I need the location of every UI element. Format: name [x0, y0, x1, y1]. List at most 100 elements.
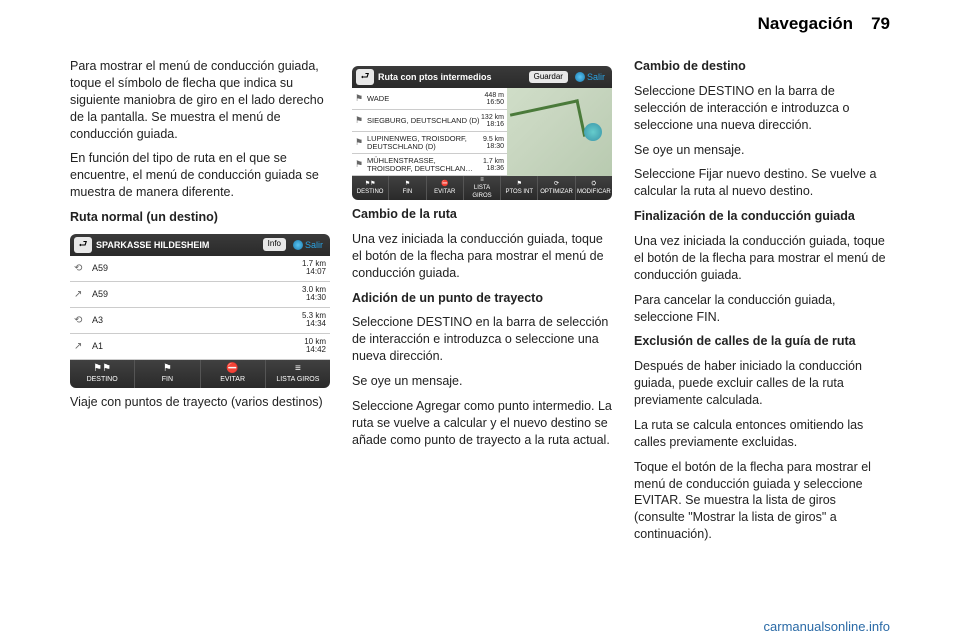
- route-items: ⟲A591.7 km14:07↗A593.0 km14:30⟲A35.3 km1…: [70, 256, 330, 360]
- route-label: LUPINENWEG, TROISDORF, DEUTSCHLAND (D): [367, 135, 483, 150]
- button-icon: ≡: [480, 176, 484, 184]
- button-icon: ⛭: [591, 180, 596, 188]
- manual-page: Navegación 79 Para mostrar el menú de co…: [0, 0, 960, 642]
- route-row[interactable]: ⚑LUPINENWEG, TROISDORF, DEUTSCHLAND (D)9…: [352, 132, 507, 154]
- nav-titlebar: ⮐ SPARKASSE HILDESHEIM Info Salir: [70, 234, 330, 256]
- button-label: EVITAR: [220, 375, 245, 384]
- subheading-change-destination: Cambio de destino: [634, 58, 890, 75]
- map-preview: [507, 88, 612, 176]
- subheading-normal-route: Ruta normal (un destino): [70, 209, 330, 226]
- button-label: OPTIMIZAR: [540, 188, 573, 196]
- info-button[interactable]: Info: [263, 238, 286, 251]
- nav-title: SPARKASSE HILDESHEIM: [96, 239, 259, 251]
- map-position-icon: [584, 123, 602, 141]
- route-row[interactable]: ⚑MÜHLENSTRASSE, TROISDORF, DEUTSCHLAN…1.…: [352, 154, 507, 176]
- button-icon: ⛔: [441, 180, 448, 188]
- nav-bottom-button[interactable]: ≡LISTA GIROS: [266, 360, 330, 388]
- button-label: EVITAR: [434, 188, 455, 196]
- button-icon: ⚑: [405, 180, 410, 188]
- paragraph: Seleccione Fijar nuevo destino. Se vuelv…: [634, 166, 890, 200]
- paragraph: Seleccione DESTINO en la barra de selecc…: [634, 83, 890, 134]
- nav-bottom-button[interactable]: ⚑FIN: [135, 360, 200, 388]
- paragraph: La ruta se calcula entonces omitiendo la…: [634, 417, 890, 451]
- save-button[interactable]: Guardar: [529, 71, 568, 84]
- route-distance: 1.7 km14:07: [302, 260, 326, 278]
- nav-bottom-button[interactable]: ⚑⚑DESTINO: [70, 360, 135, 388]
- nav-screenshot-waypoints: ⮐ Ruta con ptos intermedios Guardar Sali…: [352, 66, 612, 200]
- route-label: SIEGBURG, DEUTSCHLAND (D): [367, 117, 481, 125]
- paragraph: Una vez iniciada la conducción guiada, t…: [634, 233, 890, 284]
- paragraph: En función del tipo de ruta en el que se…: [70, 150, 330, 201]
- route-row[interactable]: ⚑SIEGBURG, DEUTSCHLAND (D)132 km18:16: [352, 110, 507, 132]
- waypoint-icon: ⚑: [355, 136, 367, 148]
- column-2: ⮐ Ruta con ptos intermedios Guardar Sali…: [352, 58, 612, 551]
- turn-icon: ⟲: [74, 314, 92, 328]
- button-icon: ⚑: [517, 180, 522, 188]
- button-label: LISTA GIROS: [276, 375, 319, 384]
- button-label: LISTA GIROS: [464, 184, 500, 200]
- route-label: MÜHLENSTRASSE, TROISDORF, DEUTSCHLAN…: [367, 157, 483, 172]
- nav-bottom-button[interactable]: ≡LISTA GIROS: [464, 176, 501, 200]
- button-icon: ⚑⚑: [93, 364, 111, 374]
- route-label: A3: [92, 314, 302, 326]
- button-label: PTOS INT: [505, 188, 533, 196]
- route-row[interactable]: ⟲A591.7 km14:07: [70, 256, 330, 282]
- page-number: 79: [871, 14, 890, 34]
- nav-bottom-button[interactable]: ⛭MODIFICAR: [576, 176, 612, 200]
- column-3: Cambio de destino Seleccione DESTINO en …: [634, 58, 890, 551]
- turn-icon: ↗: [74, 288, 92, 302]
- waypoint-icon: ⚑: [355, 92, 367, 104]
- page-header: Navegación 79: [0, 0, 960, 34]
- route-distance: 448 m16:50: [485, 92, 504, 106]
- nav-titlebar: ⮐ Ruta con ptos intermedios Guardar Sali…: [352, 66, 612, 88]
- route-label: A59: [92, 288, 302, 300]
- nav-bottom-button[interactable]: ⚑⚑DESTINO: [352, 176, 389, 200]
- paragraph: Para cancelar la conducción guiada, sele…: [634, 292, 890, 326]
- paragraph: Se oye un mensaje.: [634, 142, 890, 159]
- exit-button[interactable]: Salir: [572, 71, 608, 83]
- route-row[interactable]: ⟲A35.3 km14:34: [70, 308, 330, 334]
- waypoint-icon: ⚑: [355, 158, 367, 170]
- route-row[interactable]: ↗A593.0 km14:30: [70, 282, 330, 308]
- paragraph: Seleccione Agregar como punto intermedio…: [352, 398, 612, 449]
- footer-link[interactable]: carmanualsonline.info: [764, 619, 890, 634]
- nav-bottom-button[interactable]: ⛔EVITAR: [427, 176, 464, 200]
- button-icon: ≡: [295, 364, 301, 374]
- route-distance: 9.5 km18:30: [483, 136, 504, 150]
- back-icon[interactable]: ⮐: [74, 237, 92, 253]
- back-icon[interactable]: ⮐: [356, 69, 374, 85]
- nav-bottom-button[interactable]: ⟳OPTIMIZAR: [538, 176, 575, 200]
- button-icon: ⚑⚑: [365, 180, 376, 188]
- button-label: DESTINO: [87, 375, 118, 384]
- nav-bottom-button[interactable]: ⚑FIN: [389, 176, 426, 200]
- paragraph: Para mostrar el menú de conducción guiad…: [70, 58, 330, 142]
- route-body: ⚑WADE448 m16:50⚑SIEGBURG, DEUTSCHLAND (D…: [352, 88, 612, 176]
- paragraph: Después de haber iniciado la conducción …: [634, 358, 890, 409]
- exit-button[interactable]: Salir: [290, 239, 326, 251]
- route-list: ⟲A591.7 km14:07↗A593.0 km14:30⟲A35.3 km1…: [70, 256, 330, 360]
- turn-icon: ↗: [74, 340, 92, 354]
- exit-label: Salir: [305, 239, 323, 251]
- route-row[interactable]: ↗A110 km14:42: [70, 334, 330, 360]
- content-columns: Para mostrar el menú de conducción guiad…: [0, 34, 960, 551]
- header-title: Navegación: [758, 14, 853, 34]
- nav-bottom-bar: ⚑⚑DESTINO⚑FIN⛔EVITAR≡LISTA GIROS: [70, 360, 330, 388]
- button-label: FIN: [162, 375, 173, 384]
- route-distance: 1.7 km18:36: [483, 158, 504, 172]
- exit-icon: [293, 240, 303, 250]
- nav-bottom-bar: ⚑⚑DESTINO⚑FIN⛔EVITAR≡LISTA GIROS⚑PTOS IN…: [352, 176, 612, 200]
- screenshot-caption: Viaje con puntos de trayecto (varios des…: [70, 394, 330, 411]
- exit-icon: [575, 72, 585, 82]
- nav-bottom-button[interactable]: ⚑PTOS INT: [501, 176, 538, 200]
- button-label: FIN: [403, 188, 413, 196]
- column-1: Para mostrar el menú de conducción guiad…: [70, 58, 330, 551]
- route-row[interactable]: ⚑WADE448 m16:50: [352, 88, 507, 110]
- turn-icon: ⟲: [74, 262, 92, 276]
- map-route-line: [510, 99, 586, 151]
- route-distance: 132 km18:16: [481, 114, 504, 128]
- exit-label: Salir: [587, 71, 605, 83]
- paragraph: Seleccione DESTINO en la barra de selecc…: [352, 314, 612, 365]
- button-icon: ⚑: [163, 364, 172, 374]
- nav-bottom-button[interactable]: ⛔EVITAR: [201, 360, 266, 388]
- route-distance: 3.0 km14:30: [302, 286, 326, 304]
